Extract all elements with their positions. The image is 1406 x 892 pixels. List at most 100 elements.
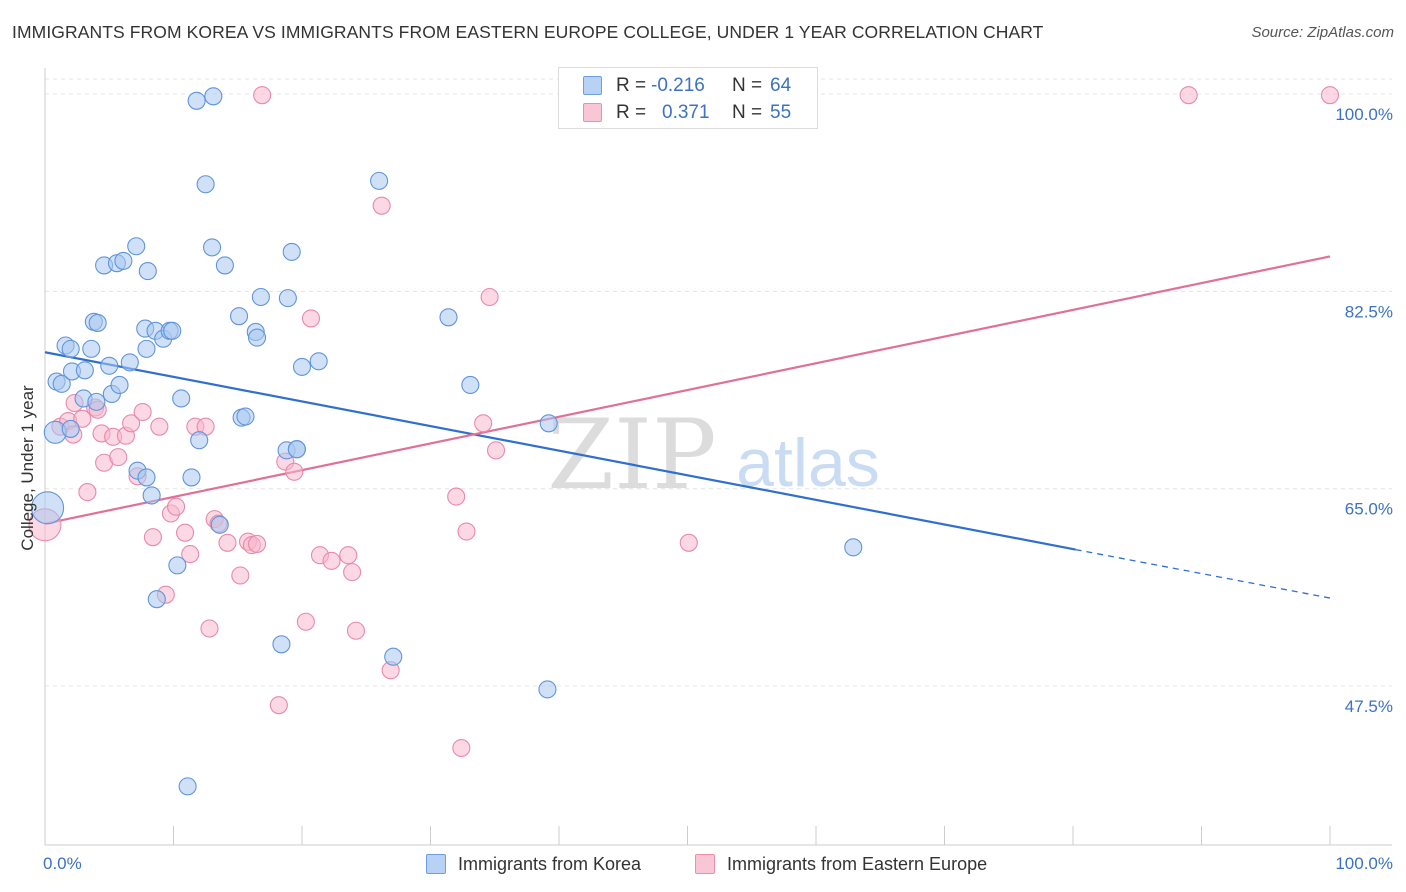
eastern-europe-n-value: 55 [770, 102, 792, 123]
point-korea-57 [309, 352, 328, 371]
point-korea-36 [182, 468, 201, 487]
point-eastern-europe-29 [218, 533, 237, 552]
point-korea-18 [110, 375, 129, 395]
point-eastern-europe-34 [253, 86, 272, 105]
point-eastern-europe-38 [296, 612, 315, 631]
point-korea-41 [204, 87, 223, 106]
point-korea-59 [384, 647, 403, 666]
point-korea-43 [215, 256, 234, 275]
point-korea-5 [61, 339, 80, 358]
point-korea-27 [142, 486, 161, 505]
point-korea-12 [87, 392, 106, 411]
point-eastern-europe-53 [679, 533, 698, 552]
point-eastern-europe-45 [372, 196, 391, 215]
point-korea-64 [844, 538, 863, 557]
legend-eastern-europe-label: Immigrants from Eastern Europe [727, 854, 988, 874]
point-eastern-europe-33 [247, 534, 267, 553]
x-tick-label-min: 0.0% [43, 854, 82, 873]
point-korea-34 [172, 389, 191, 408]
korea-n-value: 64 [770, 75, 792, 96]
point-eastern-europe-47 [447, 487, 466, 506]
point-korea-58 [370, 171, 389, 190]
legend-korea-label: Immigrants from Korea [458, 854, 642, 874]
point-eastern-europe-14 [122, 414, 141, 433]
point-eastern-europe-37 [285, 462, 304, 481]
data-points [28, 86, 1340, 796]
axes [44, 68, 1392, 846]
point-korea-33 [168, 556, 187, 575]
point-korea-49 [251, 287, 270, 307]
point-eastern-europe-44 [346, 621, 366, 640]
point-korea-60 [439, 308, 458, 327]
point-eastern-europe-50 [474, 414, 493, 433]
point-eastern-europe-48 [452, 738, 471, 758]
point-korea-35 [178, 777, 197, 796]
korea-swatch [583, 76, 602, 95]
watermark-zip: ZIP [547, 399, 716, 511]
point-korea-48 [247, 328, 267, 347]
point-eastern-europe-17 [143, 528, 162, 547]
legend-korea-swatch [426, 854, 446, 874]
point-eastern-europe-49 [457, 522, 476, 541]
y-axis-label: College, Under 1 year [18, 385, 37, 551]
point-eastern-europe-42 [339, 546, 358, 565]
point-korea-10 [82, 339, 101, 358]
point-korea-63 [539, 414, 558, 433]
point-eastern-europe-6 [78, 483, 97, 502]
y-tick-label-3: 47.5% [1345, 697, 1393, 716]
point-eastern-europe-51 [480, 287, 499, 307]
point-eastern-europe-41 [322, 551, 341, 570]
stats-row-korea: R = -0.216 N = 64 [559, 73, 817, 99]
korea-r-value: -0.216 [651, 75, 705, 96]
eastern-europe-swatch [583, 103, 602, 122]
point-korea-61 [461, 375, 480, 395]
y-tick-label-2: 65.0% [1345, 500, 1393, 519]
point-korea-15 [100, 356, 119, 375]
point-eastern-europe-52 [486, 441, 506, 460]
point-korea-38 [190, 431, 209, 450]
point-korea-25 [137, 339, 156, 358]
point-korea-55 [287, 440, 306, 459]
eastern-europe-r-label: R = [616, 102, 647, 123]
point-eastern-europe-22 [176, 523, 195, 542]
korea-n-label: N = [732, 75, 763, 96]
y-tick-label-0: 100.0% [1335, 105, 1393, 124]
stats-row-eastern-europe: R = 0.371 N = 55 [559, 100, 817, 126]
korea-r-label: R = [616, 75, 647, 96]
point-korea-40 [203, 238, 222, 257]
point-korea-19 [114, 251, 133, 270]
point-korea-37 [187, 91, 206, 110]
point-eastern-europe-54 [1179, 86, 1198, 105]
tick-labels: 100.0% 82.5% 65.0% 47.5% 0.0% 100.0% [43, 105, 1393, 873]
point-eastern-europe-23 [181, 545, 200, 564]
point-korea-6 [61, 419, 80, 438]
y-tick-label-1: 82.5% [1345, 302, 1393, 321]
x-tick-label-max: 100.0% [1335, 854, 1393, 873]
point-eastern-europe-55 [1320, 86, 1340, 105]
point-korea-62 [538, 680, 557, 699]
trend-line-korea-extension [1075, 548, 1331, 599]
point-eastern-europe-26 [200, 619, 219, 638]
watermark: ZIP atlas [547, 399, 879, 511]
point-korea-21 [127, 237, 146, 256]
point-eastern-europe-5 [73, 409, 92, 428]
point-korea-44 [229, 307, 249, 326]
point-eastern-europe-30 [231, 566, 250, 585]
point-eastern-europe-16 [133, 402, 152, 422]
stats-legend: R = -0.216 N = 64 R = 0.371 N = 55 [558, 67, 818, 129]
point-korea-32 [163, 321, 182, 340]
point-korea-13 [88, 313, 107, 332]
trend-line-korea [44, 351, 1076, 551]
point-eastern-europe-43 [343, 563, 362, 582]
point-korea-3 [52, 374, 71, 393]
point-korea-46 [236, 407, 255, 426]
point-korea-52 [278, 289, 297, 308]
point-korea-20 [120, 353, 139, 372]
trend-line-eastern-europe [44, 255, 1331, 525]
chart-title: IMMIGRANTS FROM KOREA VS IMMIGRANTS FROM… [12, 22, 1044, 42]
point-korea-42 [210, 515, 229, 534]
point-korea-24 [137, 468, 156, 487]
point-eastern-europe-12 [109, 448, 128, 467]
legend-eastern-europe-swatch [695, 854, 715, 874]
